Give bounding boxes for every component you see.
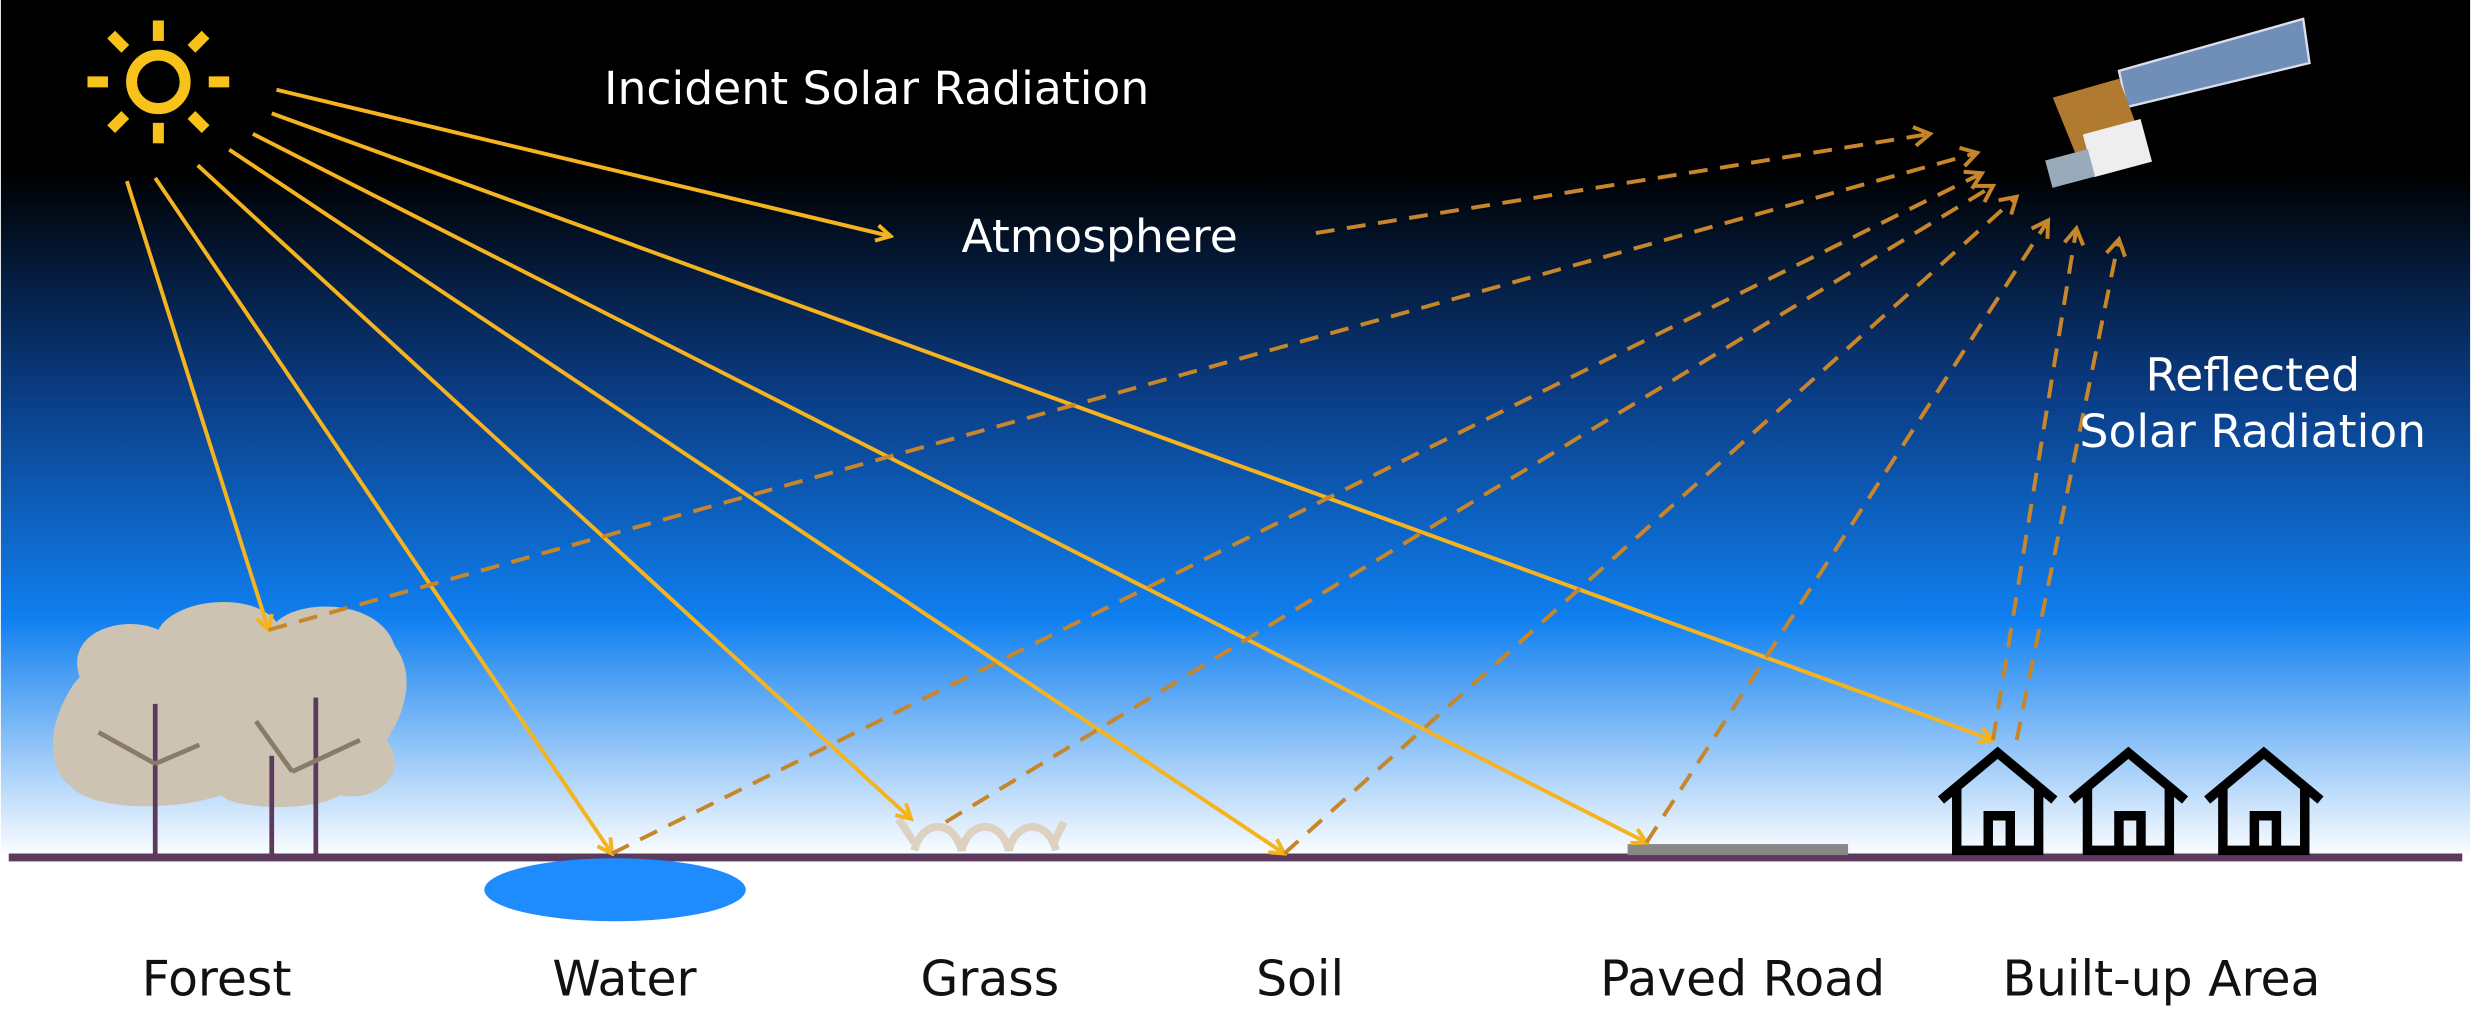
incident-label: Incident Solar Radiation bbox=[604, 62, 1149, 115]
diagram: Incident Solar Radiation Atmosphere Refl… bbox=[0, 0, 2471, 1011]
water-icon bbox=[484, 858, 745, 921]
reflected-label: Reflected bbox=[2145, 349, 2360, 402]
surface-label: Paved Road bbox=[1600, 950, 1885, 1007]
road-icon bbox=[1628, 844, 1848, 855]
surface-label: Soil bbox=[1256, 950, 1344, 1007]
surface-label: Grass bbox=[921, 950, 1060, 1007]
surface-labels: Forest Water Grass Soil Paved Road Built-up A… bbox=[142, 950, 2321, 1007]
reflected-label: Solar Radiation bbox=[2079, 405, 2426, 458]
atmosphere-label: Atmosphere bbox=[961, 210, 1237, 263]
surface-label: Forest bbox=[142, 950, 292, 1007]
surface-label: Built-up Area bbox=[2002, 950, 2320, 1007]
surface-label: Water bbox=[552, 950, 697, 1007]
